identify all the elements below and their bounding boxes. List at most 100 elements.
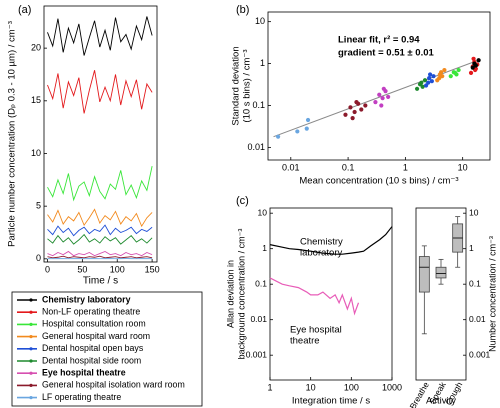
legend-label: Dental hospital side room: [42, 355, 141, 365]
y-axis-label: background concentration / cm⁻³: [236, 229, 246, 360]
plot-frame: [269, 207, 393, 381]
y-axis-label: Allan deviation in: [225, 260, 235, 328]
scatter-point: [359, 107, 364, 112]
scatter-point: [414, 86, 420, 91]
scatter-point: [352, 109, 357, 115]
y-tick-label: 0.01: [250, 314, 267, 324]
series-label: Eye hospital: [290, 325, 342, 336]
scatter-point: [363, 103, 368, 108]
x-tick-label: 10: [306, 382, 316, 392]
y-tick-label: 0.001: [246, 349, 268, 359]
panel-label: (c): [236, 195, 249, 207]
scatter-point: [470, 65, 475, 70]
legend-label: General hospital ward room: [42, 331, 150, 341]
scatter-point: [373, 100, 378, 105]
scatter-point: [380, 95, 385, 101]
legend-label: Chemistry laboratory: [42, 294, 131, 304]
scatter-point: [431, 74, 436, 79]
series-line: [47, 255, 153, 259]
legend-box: [11, 291, 203, 407]
x-tick-label: 1000: [382, 382, 402, 392]
box: [435, 266, 447, 279]
x-tick-label: 0: [45, 264, 50, 274]
x-tick-label: 0.1: [342, 162, 355, 172]
scatter-point: [442, 67, 447, 73]
x-axis-label: Time / s: [83, 276, 118, 287]
legend-marker: [29, 310, 33, 314]
scatter-point: [420, 84, 425, 89]
fit-line: [273, 59, 481, 138]
y-axis-label: Standard deviation: [231, 46, 242, 125]
scatter-point: [419, 80, 424, 85]
y-tick-label: 0.01: [247, 142, 265, 152]
scatter-point: [275, 134, 281, 139]
x-axis-label: Activity: [426, 396, 456, 407]
series-line: [47, 233, 153, 245]
series-line: [269, 226, 393, 255]
scatter-point: [379, 103, 384, 108]
y-tick-label: 0.1: [469, 278, 481, 288]
scatter-point: [453, 70, 458, 75]
x-tick-label: 100: [110, 264, 125, 274]
y-tick-label: 0.01: [469, 314, 486, 324]
legend-label: Hospital consultation room: [42, 319, 146, 329]
y-tick-label: 10: [255, 16, 265, 26]
legend-label: Dental hospital open bays: [42, 343, 144, 353]
x-tick-label: 100: [344, 382, 359, 392]
scatter-point: [468, 70, 474, 75]
scatter-point: [304, 126, 309, 131]
series-line: [47, 224, 153, 237]
plot-frame: [43, 5, 158, 263]
legend-marker: [29, 371, 33, 375]
y-tick-label: 15: [31, 95, 41, 105]
annotation: gradient = 0.51 ± 0.01: [338, 48, 434, 59]
plot-frame: [415, 207, 467, 381]
scatter-point: [426, 80, 431, 85]
panel-label: (b): [236, 4, 249, 16]
series-label: Chemistry: [300, 237, 343, 248]
scatter-point: [448, 74, 453, 79]
scatter-point: [437, 76, 442, 81]
scatter-point: [348, 105, 353, 110]
legend-label: General hospital isolation ward room: [42, 380, 185, 390]
scatter-point: [381, 86, 386, 91]
y-axis-label: (10 s bins) / cm⁻³: [242, 49, 253, 122]
scatter-point: [295, 129, 300, 134]
annotation: Linear fit, r² = 0.94: [338, 35, 420, 46]
series-line: [47, 208, 153, 228]
legend-marker: [29, 347, 33, 351]
legend-marker: [29, 335, 33, 339]
legend-label: Eye hospital theatre: [42, 368, 126, 378]
legend-marker: [29, 383, 33, 387]
y-tick-label: 1: [260, 58, 265, 68]
series-line: [47, 250, 153, 257]
scatter-point: [429, 79, 434, 84]
legend-marker: [29, 322, 33, 326]
y-tick-label: 10: [469, 207, 479, 217]
series-label: laboratory: [300, 248, 342, 259]
series-label: theatre: [290, 336, 320, 347]
legend-marker: [29, 396, 33, 400]
box: [418, 256, 430, 293]
x-axis-label: Integration time / s: [292, 396, 370, 407]
x-tick-label: 150: [145, 264, 160, 274]
x-tick-label: 10: [458, 162, 468, 172]
scatter-point: [305, 117, 311, 123]
y-tick-label: 1: [262, 243, 267, 253]
y-tick-label: 5: [36, 201, 41, 211]
series-line: [47, 70, 153, 114]
y-tick-label: 10: [31, 148, 41, 158]
legend-label: Non-LF operating theatre: [42, 307, 140, 317]
plot-frame: [267, 11, 491, 161]
legend-label: LF operating theatre: [42, 392, 121, 402]
scatter-point: [473, 63, 478, 68]
y-tick-label: 20: [31, 43, 41, 53]
series-line: [47, 166, 153, 202]
y-tick-label: 0.001: [469, 349, 491, 359]
x-tick-label: 0.01: [282, 162, 300, 172]
y-tick-label: 0.1: [252, 100, 265, 110]
legend-marker: [29, 298, 33, 302]
legend-marker: [29, 359, 33, 363]
